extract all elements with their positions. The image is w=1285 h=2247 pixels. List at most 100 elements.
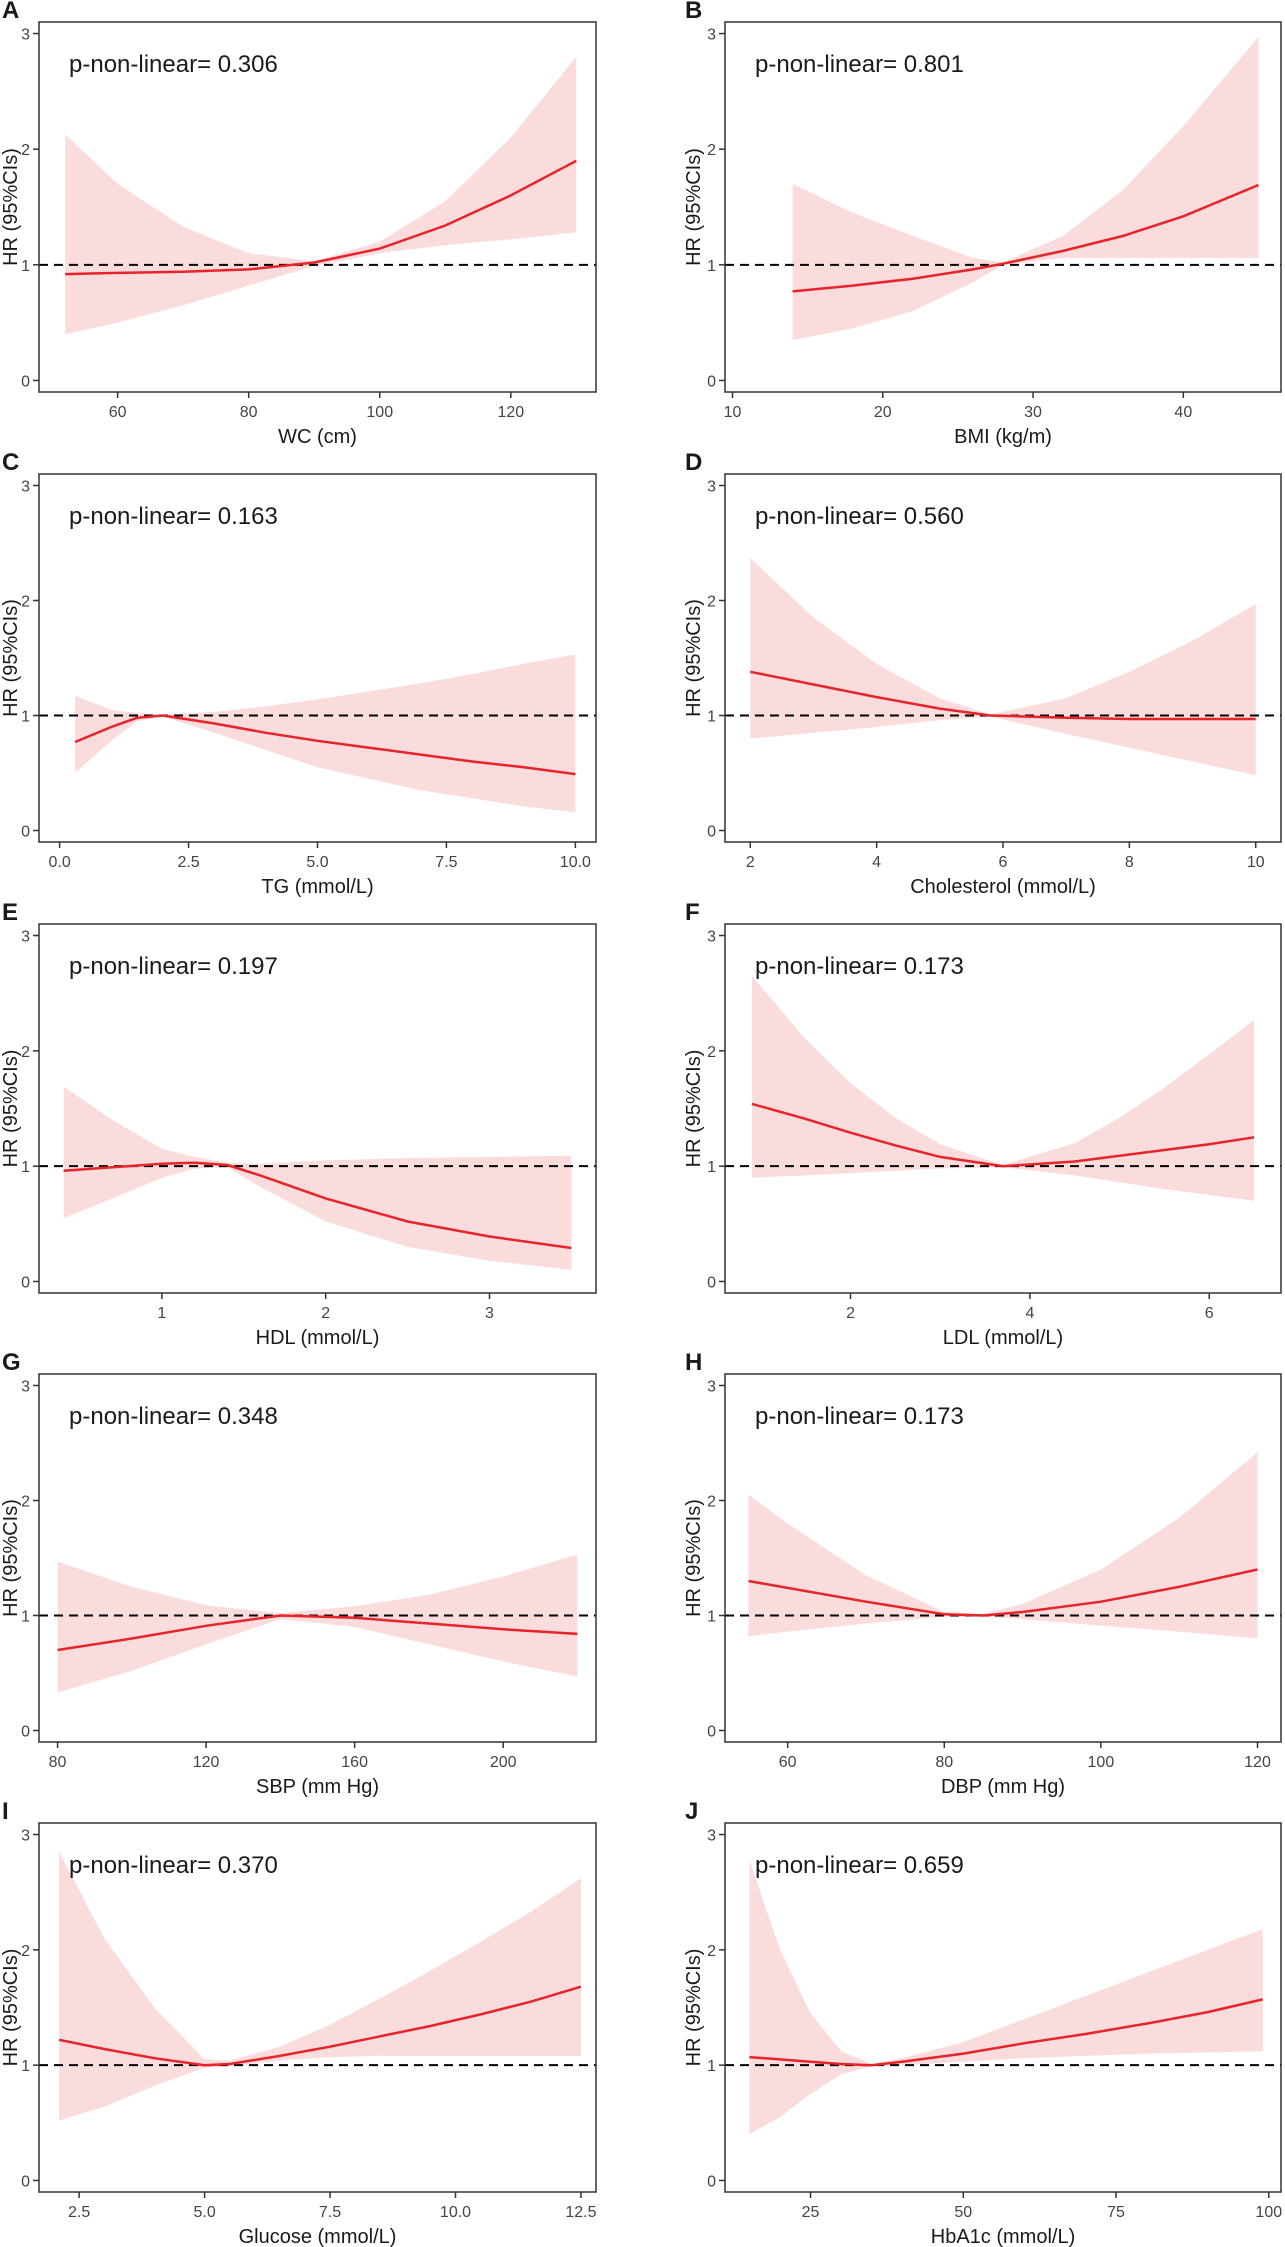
- y-tick-label: 1: [707, 2058, 716, 2075]
- hr-line: [63, 1161, 572, 1250]
- confidence-band: [749, 1859, 1263, 2135]
- x-tick-label: 120: [1244, 1754, 1271, 1771]
- panel-j: J 0 1 2 3 25 50 75 100 HbA1c (mmol/L) HR (95%CIs) p…: [683, 1798, 1282, 2247]
- panel-label: A: [2, 0, 19, 24]
- y-tick-label: 0: [21, 1274, 30, 1291]
- panel-label: C: [2, 449, 19, 476]
- y-tick-label: 0: [707, 1724, 716, 1741]
- x-tick-label: 5.0: [193, 2204, 215, 2221]
- y-axis-title: HR (95%CIs): [683, 148, 705, 266]
- x-tick-label: 2: [746, 854, 755, 871]
- y-tick-label: 1: [21, 1159, 30, 1176]
- x-tick-label: 20: [874, 404, 892, 421]
- y-tick-label: 1: [21, 709, 30, 726]
- x-tick-label: 2: [846, 1305, 855, 1322]
- panel-label: E: [2, 899, 18, 926]
- y-tick-label: 2: [21, 1494, 30, 1511]
- x-tick-label: 160: [341, 1754, 368, 1771]
- panel-d: D 0 1 2 3 2 4 6 8 10 Cholesterol (mmol/L) HR (95%CI…: [683, 449, 1282, 898]
- x-tick-label: 6: [1205, 1305, 1214, 1322]
- x-tick-label: 60: [779, 1754, 797, 1771]
- y-tick-label: 2: [707, 594, 716, 611]
- x-tick-label: 200: [490, 1754, 517, 1771]
- x-tick-label: 8: [1125, 854, 1134, 871]
- x-tick-label: 120: [193, 1754, 220, 1771]
- y-tick-label: 2: [707, 142, 716, 159]
- y-tick-label: 3: [707, 929, 716, 946]
- panel-b: B 0 1 2 3 10 20 30 40 BMI (kg/m) HR (95%CIs) p-non-…: [683, 0, 1282, 448]
- hr-line: [750, 670, 1256, 721]
- panel-f: F 0 1 2 3 2 4 6 LDL (mmol/L) HR (95%CIs) p-non-lin…: [683, 899, 1282, 1349]
- plot-border: [38, 1373, 597, 1743]
- x-tick-label: 80: [935, 1754, 953, 1771]
- panel-label: G: [2, 1349, 21, 1376]
- confidence-band: [65, 56, 577, 335]
- x-tick-label: 2.5: [68, 2204, 90, 2221]
- x-axis-title: Cholesterol (mmol/L): [910, 876, 1096, 898]
- confidence-band: [63, 1086, 572, 1270]
- y-tick-label: 0: [707, 1274, 716, 1291]
- y-tick-label: 3: [21, 479, 30, 496]
- x-tick-label: 7.5: [435, 854, 457, 871]
- y-tick-label: 1: [707, 709, 716, 726]
- x-tick-label: 10: [724, 404, 742, 421]
- y-axis-title: HR (95%CIs): [683, 1949, 705, 2067]
- x-tick-label: 5.0: [306, 854, 328, 871]
- y-tick-label: 1: [707, 1609, 716, 1626]
- p-non-linear-annotation: p-non-linear= 0.163: [69, 503, 278, 530]
- y-tick-label: 2: [707, 1943, 716, 1960]
- x-tick-label: 50: [954, 2204, 972, 2221]
- x-tick-label: 10.0: [560, 854, 591, 871]
- x-tick-label: 6: [999, 854, 1008, 871]
- y-tick-label: 3: [707, 1828, 716, 1845]
- panel-label: D: [685, 449, 702, 476]
- y-axis-title: HR (95%CIs): [0, 1050, 22, 1168]
- confidence-band: [750, 558, 1256, 776]
- y-axis-title: HR (95%CIs): [683, 1499, 705, 1617]
- plot-border: [724, 923, 1282, 1294]
- x-tick-label: 40: [1174, 404, 1192, 421]
- hr-line: [792, 183, 1259, 293]
- y-tick-label: 3: [707, 27, 716, 44]
- plot-border: [38, 21, 597, 393]
- plot-border: [38, 1822, 597, 2193]
- y-tick-label: 1: [707, 258, 716, 275]
- panel-label: F: [685, 899, 700, 926]
- y-tick-label: 2: [21, 142, 30, 159]
- panel-h: H 0 1 2 3 60 80 100 120 DBP (mm Hg) HR (95%CIs) p-n…: [683, 1349, 1282, 1798]
- y-axis-title: HR (95%CIs): [683, 1050, 705, 1168]
- x-tick-label: 80: [240, 404, 258, 421]
- x-tick-label: 100: [366, 404, 393, 421]
- confidence-band: [751, 975, 1255, 1201]
- plot-border: [724, 1822, 1282, 2193]
- y-tick-label: 3: [707, 1379, 716, 1396]
- hr-line: [749, 1998, 1263, 2067]
- x-axis-title: HDL (mmol/L): [256, 1327, 380, 1349]
- y-tick-label: 0: [21, 2173, 30, 2190]
- plot-border: [724, 1373, 1282, 1743]
- x-tick-label: 3: [485, 1305, 494, 1322]
- y-axis-title: HR (95%CIs): [0, 599, 22, 717]
- hr-line: [748, 1568, 1258, 1617]
- x-axis-title: Glucose (mmol/L): [239, 2226, 397, 2247]
- p-non-linear-annotation: p-non-linear= 0.560: [755, 503, 964, 530]
- confidence-band: [59, 1851, 581, 2121]
- y-tick-label: 2: [707, 1494, 716, 1511]
- x-axis-title: TG (mmol/L): [261, 876, 373, 898]
- y-tick-label: 1: [707, 1159, 716, 1176]
- x-tick-label: 1: [157, 1305, 166, 1322]
- y-tick-label: 0: [21, 824, 30, 841]
- panel-c: C 0 1 2 3 0.0 2.5 5.0 7.5 10.0 TG (mmol/L) HR (95%C…: [0, 449, 597, 898]
- x-tick-label: 100: [1088, 1754, 1115, 1771]
- x-axis-title: LDL (mmol/L): [943, 1327, 1063, 1349]
- y-axis-title: HR (95%CIs): [0, 1499, 22, 1617]
- y-tick-label: 2: [707, 1044, 716, 1061]
- hr-line: [751, 1102, 1255, 1168]
- hr-line: [57, 1614, 578, 1652]
- x-tick-label: 120: [497, 404, 524, 421]
- p-non-linear-annotation: p-non-linear= 0.659: [755, 1852, 964, 1879]
- x-tick-label: 30: [1024, 404, 1042, 421]
- y-tick-label: 0: [707, 824, 716, 841]
- y-tick-label: 1: [21, 1609, 30, 1626]
